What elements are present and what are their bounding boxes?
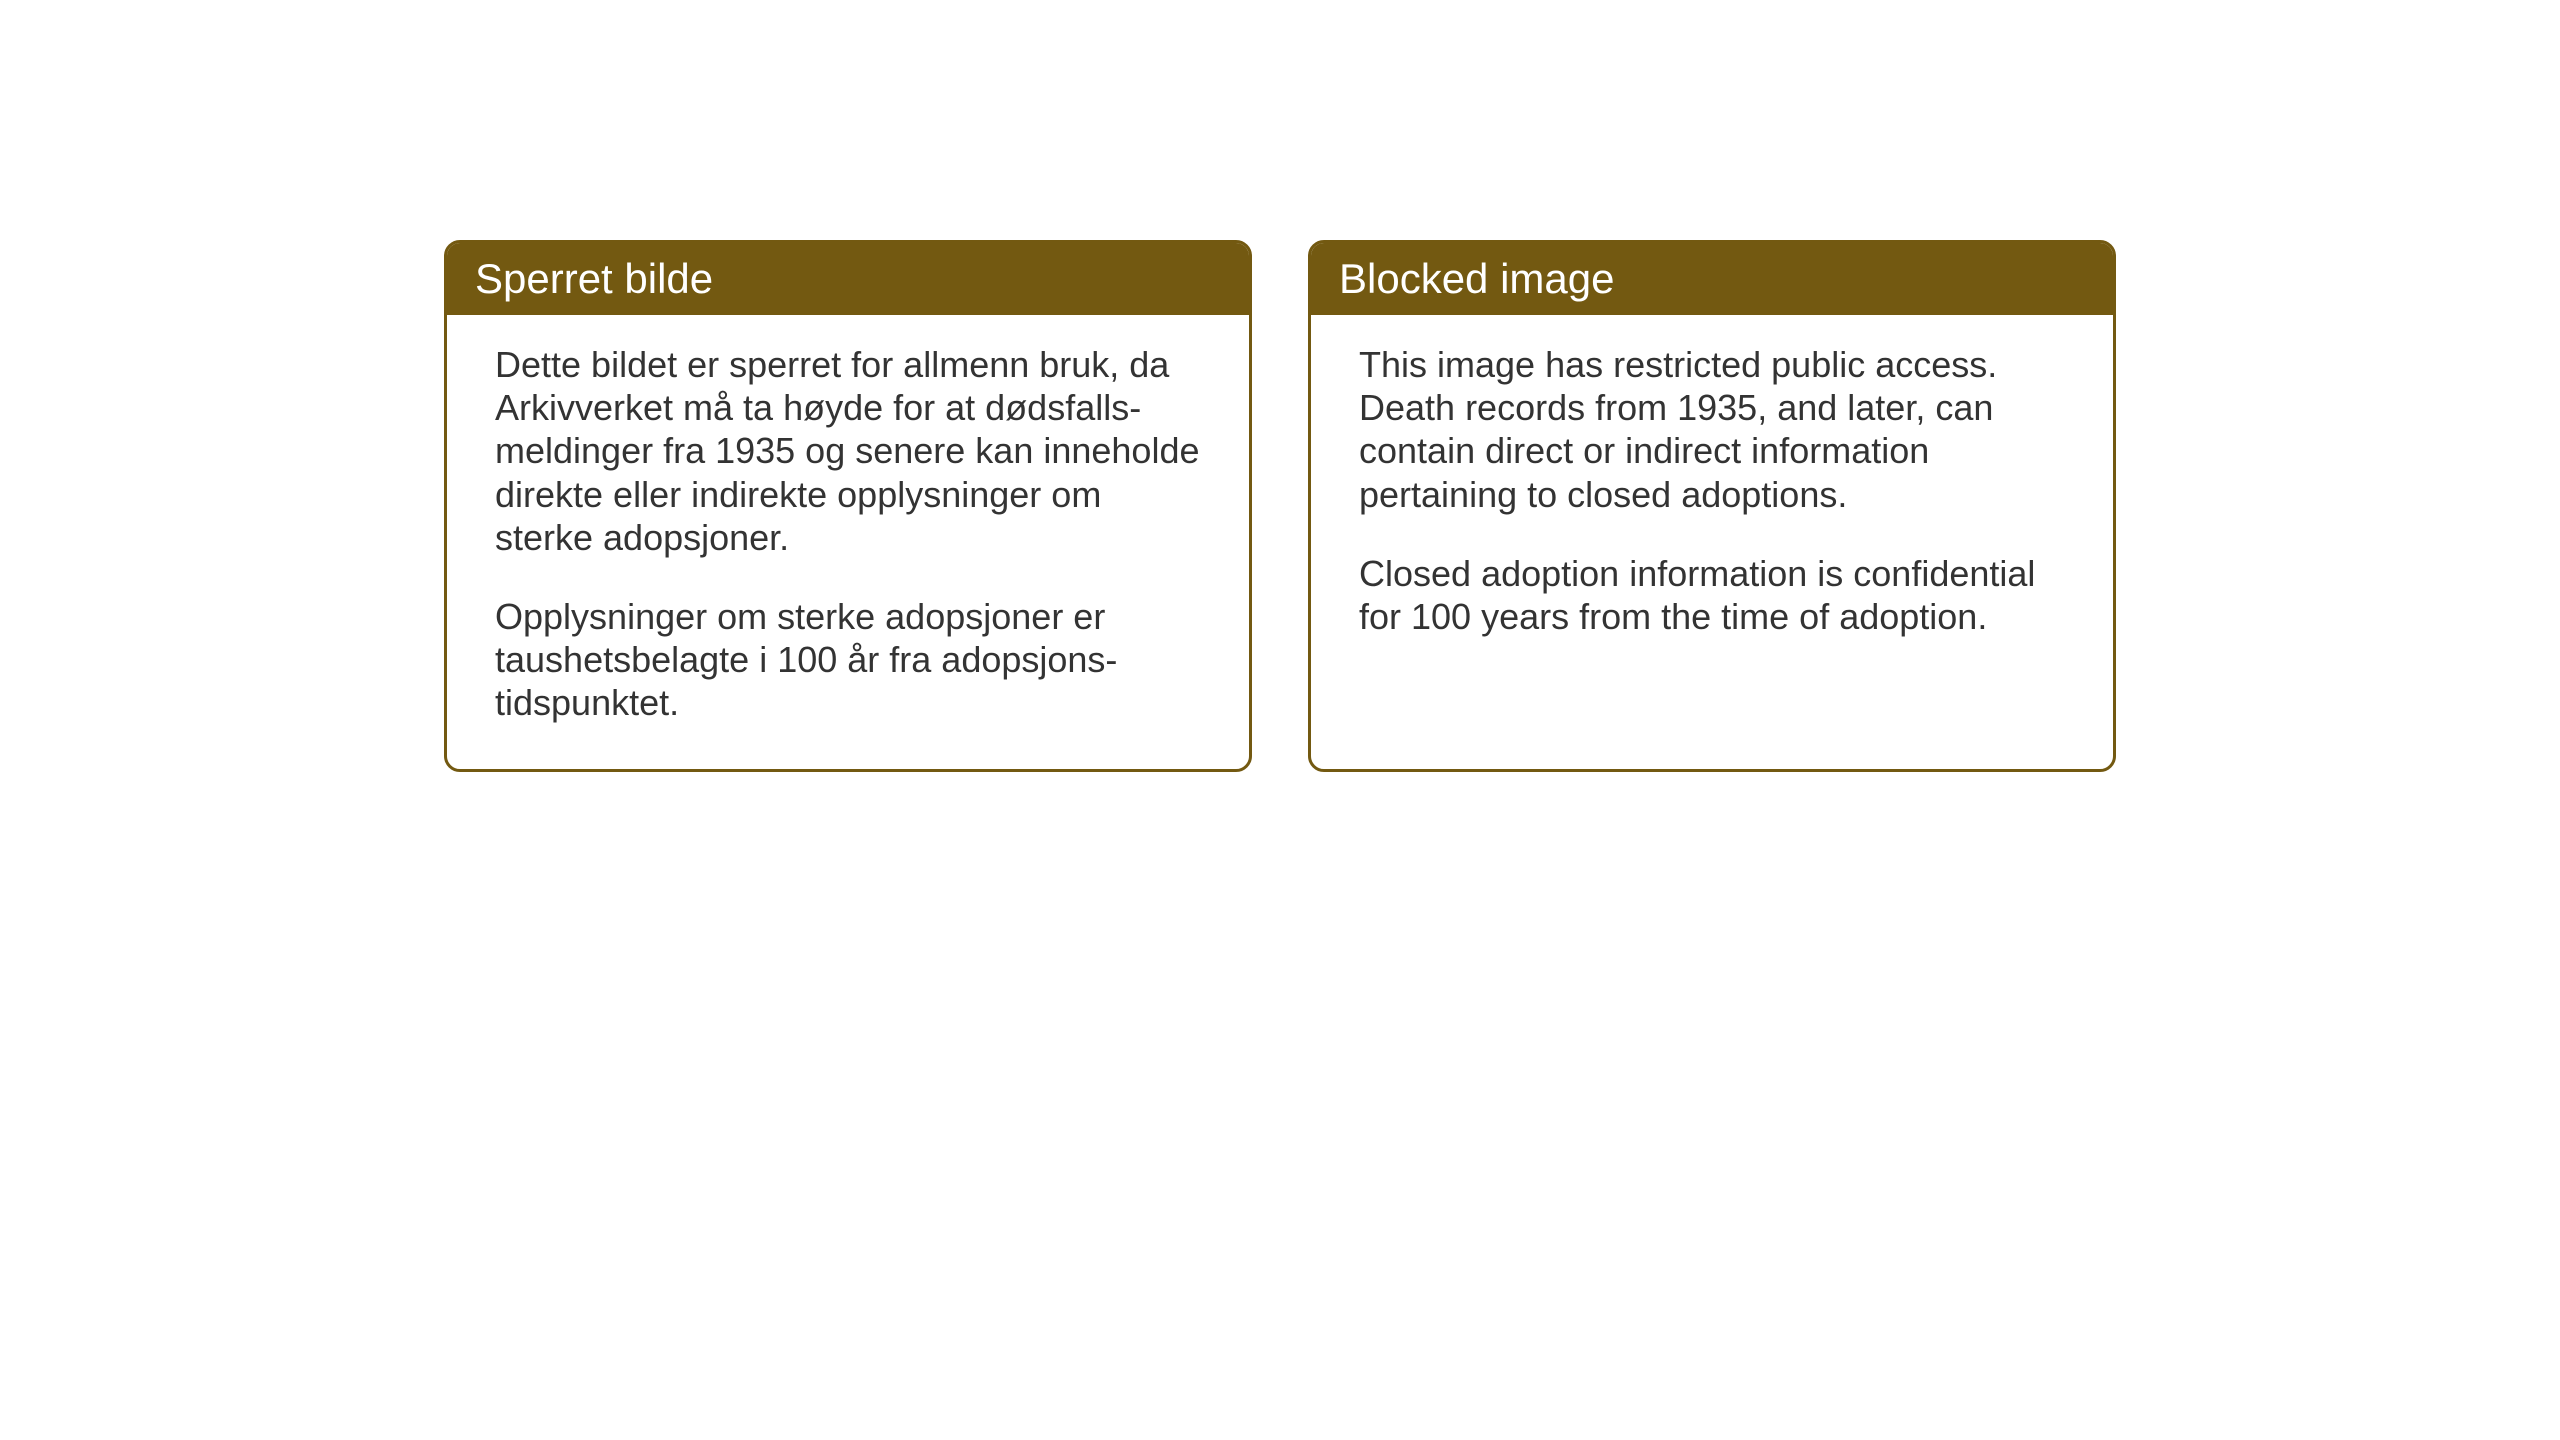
english-paragraph-1: This image has restricted public access.… xyxy=(1359,343,2065,516)
english-card-body: This image has restricted public access.… xyxy=(1311,315,2113,682)
english-paragraph-2: Closed adoption information is confident… xyxy=(1359,552,2065,638)
english-notice-card: Blocked image This image has restricted … xyxy=(1308,240,2116,772)
norwegian-paragraph-2: Opplysninger om sterke adopsjoner er tau… xyxy=(495,595,1201,725)
norwegian-paragraph-1: Dette bildet er sperret for allmenn bruk… xyxy=(495,343,1201,559)
notice-container: Sperret bilde Dette bildet er sperret fo… xyxy=(444,240,2116,772)
norwegian-card-title: Sperret bilde xyxy=(447,243,1249,315)
norwegian-notice-card: Sperret bilde Dette bildet er sperret fo… xyxy=(444,240,1252,772)
norwegian-card-body: Dette bildet er sperret for allmenn bruk… xyxy=(447,315,1249,769)
english-card-title: Blocked image xyxy=(1311,243,2113,315)
